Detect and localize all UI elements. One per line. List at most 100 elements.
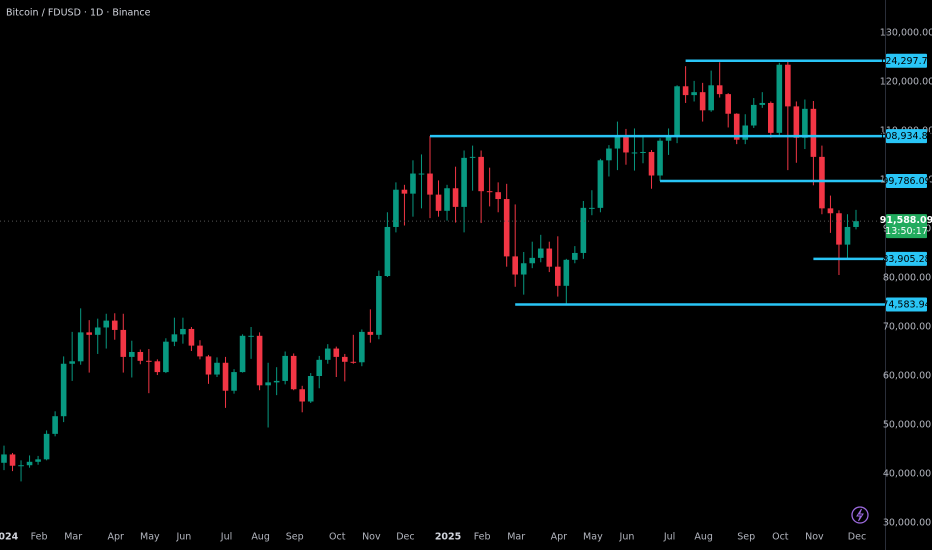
candle-body	[699, 92, 706, 111]
x-tick-label: Aug	[694, 532, 713, 543]
candle-body	[725, 94, 731, 114]
candle-body	[572, 252, 578, 260]
candle-body	[836, 213, 842, 245]
candle-body	[674, 86, 680, 136]
candle-body	[750, 104, 757, 126]
x-tick-label: Jun	[619, 532, 635, 543]
level-label-bg	[886, 129, 927, 144]
candle-body	[623, 136, 629, 153]
candle-body	[614, 136, 621, 149]
candle-body	[180, 328, 186, 335]
candle-body	[43, 433, 50, 460]
x-tick-label: Apr	[108, 532, 125, 543]
last-price-label: 91,588.09	[880, 215, 932, 226]
level-label: 108,934.82	[879, 131, 932, 142]
candle-body	[69, 361, 75, 364]
candle-body	[597, 160, 604, 208]
candle-body	[844, 226, 851, 245]
candle-body	[768, 102, 774, 133]
candle-body	[853, 221, 859, 227]
candle-body	[691, 92, 697, 96]
x-tick-label: Aug	[251, 532, 270, 543]
candle-body	[60, 363, 67, 417]
candle-body	[376, 276, 382, 335]
candle-body	[393, 189, 399, 227]
candle-body	[520, 263, 527, 275]
x-tick-label: Sep	[286, 532, 304, 543]
x-tick-label: Apr	[551, 532, 568, 543]
x-tick-label: Jul	[663, 532, 675, 543]
candle-body	[299, 389, 305, 402]
x-tick-label: Oct	[772, 532, 789, 543]
candle-body	[708, 85, 714, 111]
candle-body	[231, 372, 237, 391]
candle-body	[461, 157, 467, 207]
x-tick-label: 2024	[0, 532, 19, 543]
candle-body	[410, 173, 416, 194]
candle-body	[759, 102, 766, 105]
candle-body	[810, 108, 817, 157]
candle-body	[537, 248, 544, 258]
candle-body	[9, 454, 16, 466]
candle-body	[367, 331, 374, 335]
candle-body	[239, 335, 246, 373]
candle-body	[171, 334, 178, 342]
candle-body	[631, 152, 638, 154]
y-tick-label: 80,000.00	[883, 272, 931, 283]
candle-body	[486, 191, 493, 193]
candle-body	[648, 151, 655, 176]
candle-body	[146, 360, 152, 362]
level-label: 83,905.28	[882, 254, 930, 265]
level-label: 99,786.09	[882, 176, 930, 187]
candle-body	[52, 416, 58, 434]
candle-body	[495, 192, 501, 200]
candle-body	[657, 140, 663, 176]
candle-body	[444, 188, 450, 211]
candle-body	[819, 156, 825, 209]
candle-body	[802, 108, 808, 138]
x-tick-label: Oct	[329, 532, 346, 543]
axes: 30,000.00 40,000.00 50,000.00 60,000.00 70,0…	[0, 27, 932, 542]
x-tick-label: Nov	[362, 532, 381, 543]
candle-body	[324, 348, 331, 360]
candle-body	[384, 226, 391, 277]
candle-body	[742, 125, 749, 140]
candle-body	[222, 362, 229, 391]
candle-body	[273, 380, 280, 383]
candle-body	[452, 188, 459, 207]
y-tick-label: 50,000.00	[883, 420, 931, 431]
x-tick-label: Feb	[474, 532, 491, 543]
x-tick-label: Mar	[507, 532, 525, 543]
candle-body	[333, 348, 340, 357]
candle-body	[469, 156, 476, 158]
candle-body	[18, 465, 24, 467]
candle-body	[785, 64, 791, 107]
candle-body	[137, 351, 144, 361]
candle-body	[682, 86, 689, 96]
y-tick-label: 120,000.00	[880, 76, 932, 87]
candle-body	[86, 332, 92, 335]
x-tick-label: May	[140, 532, 160, 543]
x-tick-label: Mar	[64, 532, 82, 543]
alert-icon[interactable]	[851, 506, 869, 524]
x-tick-label: May	[583, 532, 603, 543]
candle-body	[529, 257, 536, 264]
candle-body	[589, 207, 595, 209]
candle-body	[478, 156, 484, 192]
candle-body	[35, 459, 41, 462]
level-label-bg	[886, 53, 927, 68]
candle-body	[316, 359, 323, 377]
chart-title: Bitcoin / FDUSD · 1D · Binance	[6, 8, 151, 19]
plot-area	[0, 59, 885, 482]
candle-body	[290, 355, 297, 390]
candle-body	[435, 194, 442, 211]
candle-body	[716, 85, 723, 95]
level-label-bg	[886, 251, 927, 266]
candle-body	[94, 327, 101, 335]
candle-body	[214, 362, 220, 375]
candle-body	[555, 266, 561, 286]
level-label: 74,583.94	[882, 300, 930, 311]
candle-body	[606, 148, 612, 161]
